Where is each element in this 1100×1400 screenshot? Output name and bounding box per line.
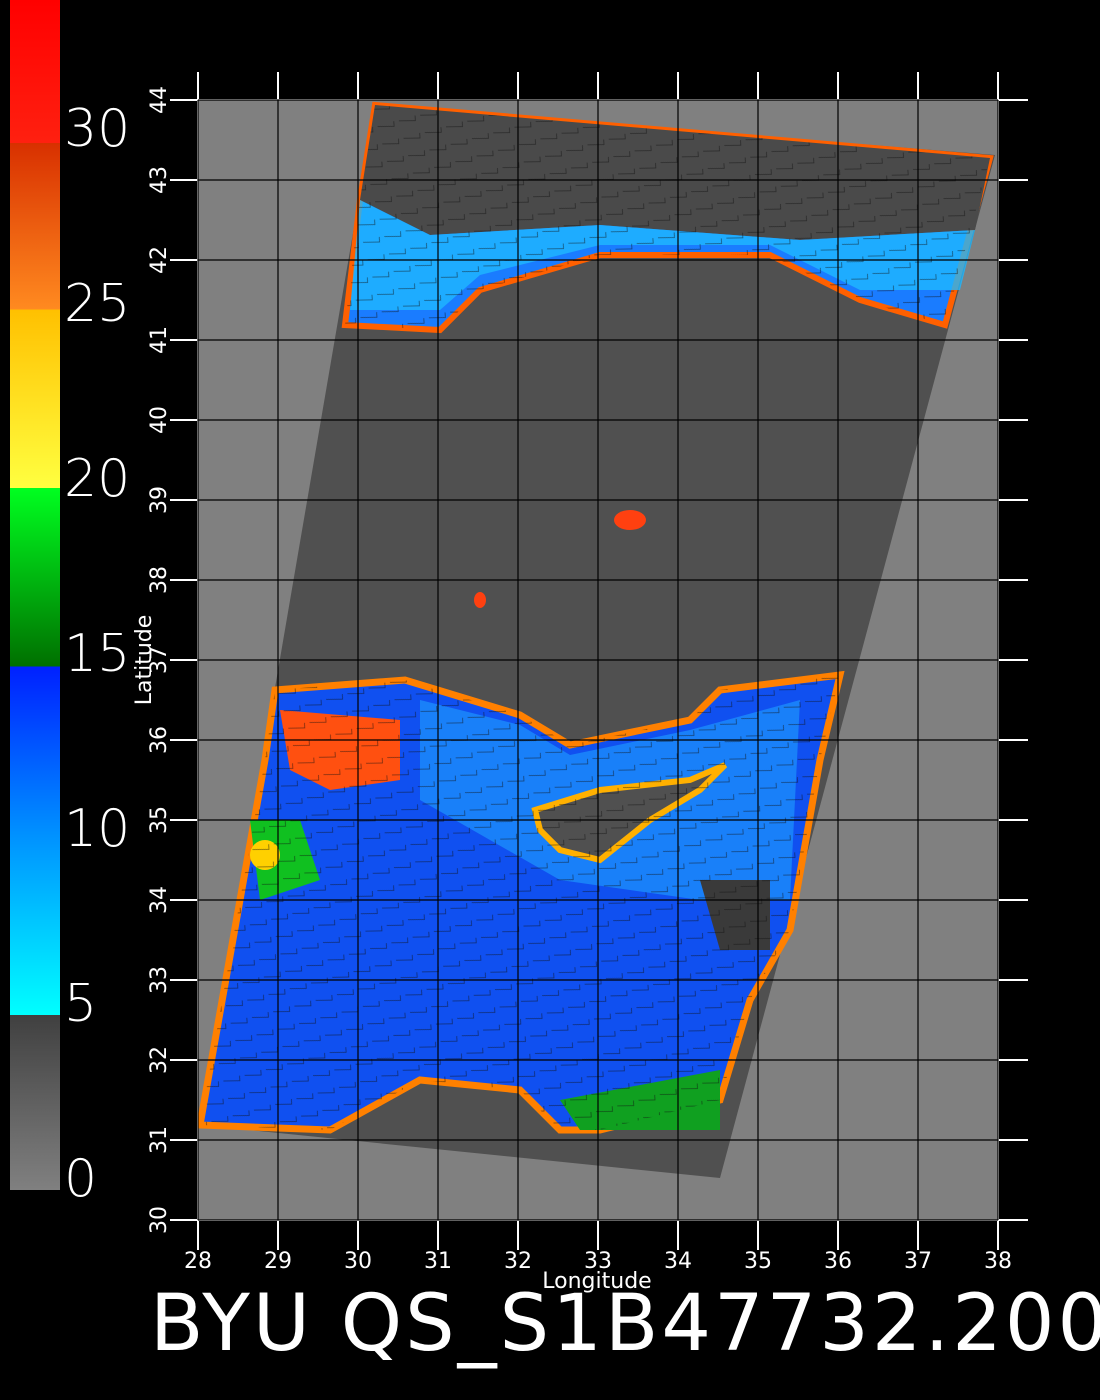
title: BYU QS_S1B47732.20082 (150, 1279, 1100, 1369)
y-tick-label: 39 (147, 486, 172, 514)
y-tick-label: 37 (147, 646, 172, 674)
colorbar-label: 20 (64, 449, 130, 509)
y-tick-label: 31 (147, 1126, 172, 1154)
y-tick-label: 40 (147, 406, 172, 434)
x-axis-label: Longitude (542, 1269, 651, 1294)
y-tick-label: 44 (147, 86, 172, 114)
red-spot (474, 592, 486, 608)
colorbar (10, 0, 60, 1190)
y-tick-label: 33 (147, 966, 172, 994)
colorbar-label: 0 (64, 1149, 97, 1209)
colorbar-label: 25 (64, 274, 130, 334)
colorbar-label: 15 (64, 624, 130, 684)
x-tick-label: 36 (824, 1249, 852, 1274)
wind-barbs (345, 105, 990, 330)
x-tick-label: 31 (424, 1249, 452, 1274)
colorbar-label: 30 (64, 99, 130, 159)
x-tick-label: 34 (664, 1249, 692, 1274)
y-tick-label: 35 (147, 806, 172, 834)
y-tick-label: 43 (147, 166, 172, 194)
x-tick-label: 33 (584, 1249, 612, 1274)
x-tick-label: 37 (904, 1249, 932, 1274)
y-tick-label: 42 (147, 246, 172, 274)
x-tick-label: 29 (264, 1249, 292, 1274)
y-tick-label: 30 (147, 1206, 172, 1234)
y-tick-label: 34 (147, 886, 172, 914)
y-tick-label: 38 (147, 566, 172, 594)
y-axis-label: Latitude (132, 615, 157, 706)
red-spot (614, 510, 646, 530)
x-tick-label: 35 (744, 1249, 772, 1274)
y-tick-label: 36 (147, 726, 172, 754)
x-tick-label: 30 (344, 1249, 372, 1274)
colorbar-label: 5 (64, 974, 97, 1034)
y-tick-label: 32 (147, 1046, 172, 1074)
y-tick-label: 41 (147, 326, 172, 354)
x-tick-label: 28 (184, 1249, 212, 1274)
x-tick-label: 38 (984, 1249, 1012, 1274)
wind-barbs (200, 675, 840, 1130)
colorbar-label: 10 (64, 799, 130, 859)
x-tick-label: 32 (504, 1249, 532, 1274)
